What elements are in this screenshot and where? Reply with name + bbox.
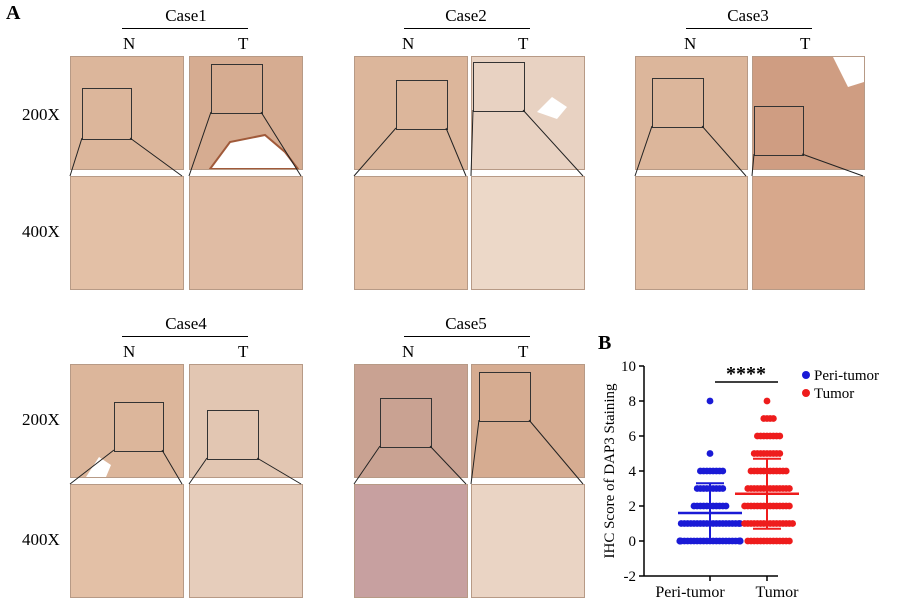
case2-tumor-400x-image xyxy=(471,176,585,290)
data-point xyxy=(744,537,752,545)
data-point xyxy=(741,520,748,527)
data-point xyxy=(693,485,701,492)
y-tick-label: 10 xyxy=(621,359,636,375)
case3-label-n: N xyxy=(684,34,697,53)
case2-normal-400x-image xyxy=(354,176,468,290)
case4-tumor-400x-image xyxy=(189,484,303,598)
data-point xyxy=(719,485,727,492)
data-point xyxy=(690,502,698,510)
data-point xyxy=(676,537,684,545)
significance-stars: **** xyxy=(726,363,766,385)
data-point xyxy=(782,467,790,475)
case1-normal-zoom-box xyxy=(82,88,132,140)
data-point xyxy=(697,467,704,475)
case4-normal-zoom-box xyxy=(114,402,164,452)
x-tick-label: Peri-tumor xyxy=(655,584,725,598)
mag-label-400x-row2: 400X xyxy=(22,530,60,549)
case2-label-n: N xyxy=(402,34,415,53)
case1-title: Case1 xyxy=(165,6,207,25)
data-point xyxy=(754,432,761,440)
panel-b-letter: B xyxy=(598,332,612,354)
case2-normal-zoom-box xyxy=(396,80,448,130)
data-point xyxy=(719,467,727,475)
case4-tumor-zoom-box xyxy=(207,410,259,460)
y-tick-label: -2 xyxy=(624,569,637,585)
legend-label: Tumor xyxy=(814,386,854,402)
case5-tumor-400x-image xyxy=(471,484,585,598)
y-tick-label: 4 xyxy=(629,464,637,480)
case5-normal-400x-image xyxy=(354,484,468,598)
y-tick-label: 0 xyxy=(629,534,637,550)
case1-tumor-400x-image xyxy=(189,176,303,290)
data-point xyxy=(760,415,768,422)
data-point xyxy=(677,520,685,527)
case5-label-n: N xyxy=(402,342,415,361)
case5-normal-zoom-box xyxy=(380,398,432,448)
data-point xyxy=(744,485,752,492)
data-point xyxy=(789,520,796,527)
mag-label-200x-row2: 200X xyxy=(22,410,60,429)
data-point xyxy=(736,537,744,545)
mag-label-400x-row1: 400X xyxy=(22,222,60,241)
data-point xyxy=(706,450,714,457)
legend-label: Peri-tumor xyxy=(814,368,879,384)
case3-title: Case3 xyxy=(727,6,769,25)
y-tick-label: 2 xyxy=(629,499,637,515)
panel-a-letter: A xyxy=(6,2,21,24)
case3-tumor-400x-image xyxy=(752,176,865,290)
case1-label-n: N xyxy=(123,34,136,53)
case3-underline xyxy=(686,28,812,29)
x-tick-label: Tumor xyxy=(756,584,800,598)
case4-label-n: N xyxy=(123,342,136,361)
case1-underline xyxy=(122,28,248,29)
case4-title: Case4 xyxy=(165,314,207,333)
y-axis-label: IHC Score of DAP3 Staining xyxy=(602,383,618,558)
data-point xyxy=(763,397,771,405)
data-point xyxy=(786,485,793,492)
case5-label-t: T xyxy=(518,342,529,361)
case2-tumor-zoom-box xyxy=(473,62,525,112)
data-point xyxy=(770,415,777,422)
case4-underline xyxy=(122,336,248,337)
data-point xyxy=(741,502,748,510)
case5-tumor-zoom-box xyxy=(479,372,531,422)
data-point xyxy=(747,467,755,475)
case2-title: Case2 xyxy=(445,6,487,25)
case3-normal-400x-image xyxy=(635,176,748,290)
case2-underline xyxy=(404,28,530,29)
legend-marker xyxy=(802,371,810,379)
data-point xyxy=(786,502,793,510)
case1-normal-400x-image xyxy=(70,176,184,290)
case3-tumor-zoom-box xyxy=(754,106,804,156)
case5-title: Case5 xyxy=(445,314,487,333)
legend-marker xyxy=(802,389,810,397)
case4-normal-400x-image xyxy=(70,484,184,598)
data-point xyxy=(786,537,793,545)
data-point xyxy=(776,432,784,440)
case2-label-t: T xyxy=(518,34,529,53)
mag-label-200x-row1: 200X xyxy=(22,105,60,124)
y-tick-label: 6 xyxy=(629,429,637,445)
case1-label-t: T xyxy=(238,34,249,53)
case4-label-t: T xyxy=(238,342,249,361)
case3-label-t: T xyxy=(800,34,811,53)
case5-underline xyxy=(404,336,530,337)
y-tick-label: 8 xyxy=(629,394,637,410)
ihc-score-scatter-chart: -2 0 2 4 6 8 10 Peri-tumor Tumor Peri-tumor Tumor… xyxy=(602,359,879,598)
data-point xyxy=(706,397,714,405)
data-point xyxy=(722,502,730,510)
data-point xyxy=(776,450,784,457)
data-point xyxy=(750,450,758,457)
case1-tumor-zoom-box xyxy=(211,64,263,114)
case3-normal-zoom-box xyxy=(652,78,704,128)
